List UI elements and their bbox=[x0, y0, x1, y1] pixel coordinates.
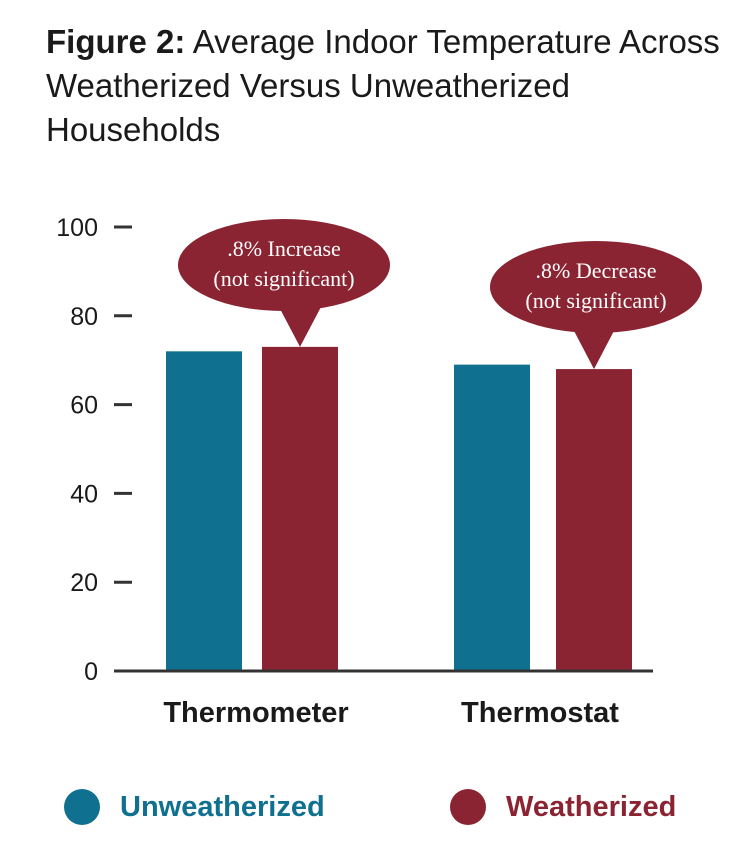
bar-weatherized-thermometer bbox=[262, 346, 338, 671]
figure-number: Figure 2: bbox=[46, 23, 186, 60]
bar-weatherized-thermostat bbox=[556, 369, 632, 671]
y-tick-label: 60 bbox=[70, 392, 98, 420]
bar-unweatherized-thermostat bbox=[454, 364, 530, 671]
annotation-bubble bbox=[490, 241, 702, 333]
y-tick-label: 40 bbox=[70, 480, 98, 508]
y-tick-label: 20 bbox=[70, 569, 98, 597]
annotation-pointer bbox=[572, 327, 616, 370]
x-category-label: Thermostat bbox=[461, 697, 619, 729]
annotation-label: (not significant) bbox=[213, 266, 354, 291]
bar-unweatherized-thermometer bbox=[166, 351, 242, 671]
annotation-label: (not significant) bbox=[525, 288, 666, 313]
x-category-label: Thermometer bbox=[163, 697, 348, 729]
annotation-bubble bbox=[178, 219, 390, 311]
y-tick-label: 80 bbox=[70, 303, 98, 331]
legend-item-unweatherized: Unweatherized bbox=[64, 785, 325, 829]
y-tick-label: 100 bbox=[56, 214, 98, 242]
legend-label-unweatherized: Unweatherized bbox=[120, 790, 325, 823]
chart-title: Figure 2: Average Indoor Temperature Acr… bbox=[46, 20, 726, 152]
annotation-label: .8% Increase bbox=[227, 236, 341, 261]
annotation-label: .8% Decrease bbox=[536, 258, 657, 283]
legend-swatch-weatherized bbox=[450, 789, 486, 825]
legend-label-weatherized: Weatherized bbox=[506, 790, 677, 823]
y-tick-label: 0 bbox=[84, 658, 98, 686]
legend-swatch-unweatherized bbox=[64, 789, 100, 825]
legend-item-weatherized: Weatherized bbox=[450, 785, 676, 829]
figure-title-text: Average Indoor Temperature Across Weathe… bbox=[46, 23, 720, 148]
annotation-pointer bbox=[278, 305, 322, 347]
